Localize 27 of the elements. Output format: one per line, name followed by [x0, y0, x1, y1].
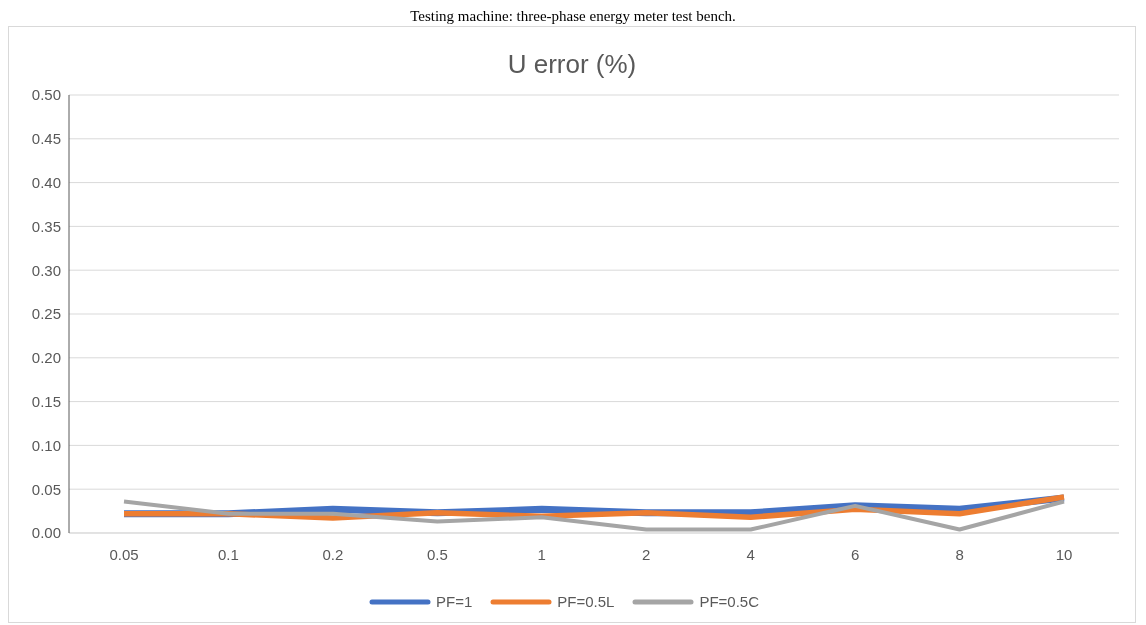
y-tick-label: 0.15	[31, 392, 61, 410]
y-tick-label: 0.25	[31, 305, 61, 323]
chart-title: U error (%)	[506, 49, 638, 81]
y-tick-label: 0.00	[31, 524, 61, 542]
x-tick-label: 10	[1055, 545, 1073, 563]
y-tick-label: 0.30	[31, 261, 61, 279]
x-tick-label: 6	[850, 545, 860, 563]
text: Testing machine: three-phase energy meter test bench.	[409, 8, 737, 26]
x-tick-label: 0.2	[322, 545, 344, 563]
y-tick-label: 0.40	[31, 173, 61, 191]
x-tick-label: 8	[955, 545, 964, 563]
y-tick-label: 0.10	[31, 436, 61, 454]
x-tick-label: 4	[746, 545, 755, 563]
legend-label: PF=0.5L	[556, 593, 615, 610]
legend-label: PF=0.5C	[698, 593, 760, 610]
y-tick-label: 0.45	[31, 130, 61, 148]
x-tick-label: 0.05	[109, 545, 139, 563]
y-tick-label: 0.20	[31, 349, 61, 367]
x-tick-label: 2	[642, 545, 651, 563]
y-tick-label: 0.05	[31, 480, 61, 498]
legend-label: PF=1	[435, 593, 473, 610]
x-tick-label: 0.5	[426, 545, 448, 563]
x-tick-label: 1	[537, 545, 546, 563]
x-tick-label: 0.1	[218, 545, 239, 563]
line-series	[122, 499, 1066, 532]
y-tick-label: 0.50	[31, 86, 61, 104]
y-tick-label: 0.35	[31, 217, 61, 235]
